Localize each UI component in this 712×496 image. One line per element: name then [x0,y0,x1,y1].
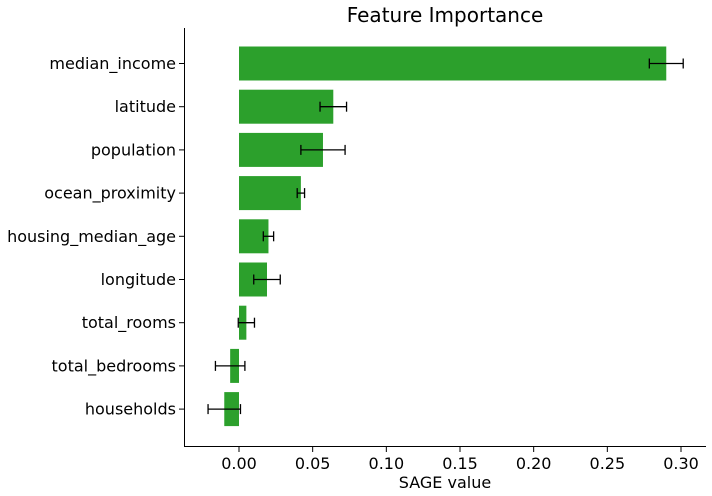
error-bars-layer [207,58,684,415]
error-bar [296,188,306,199]
y-tick-label: total_bedrooms [52,356,176,376]
x-axis-label: SAGE value [399,473,491,492]
bar [239,46,667,81]
error-bar [300,144,346,155]
y-tick-label: total_rooms [82,313,176,333]
x-tick-label: 0.30 [663,454,699,473]
error-bar [207,404,242,415]
y-tick-label: housing_median_age [7,227,176,247]
x-tick-label: 0.20 [516,454,552,473]
error-bar [262,231,275,242]
x-tick-label: 0.25 [590,454,626,473]
x-ticks: 0.00 0.05 0.10 0.15 0.20 0.25 0.30 [221,447,699,473]
y-tick-label: median_income [49,54,176,74]
error-bar [214,360,246,371]
chart-title: Feature Importance [347,3,544,27]
error-bar [319,101,348,112]
y-tick-label: population [91,140,176,159]
x-tick-label: 0.00 [221,454,257,473]
x-tick-label: 0.05 [295,454,331,473]
bar [239,176,301,211]
error-bar [253,274,281,285]
bar [239,89,334,124]
x-tick-label: 0.15 [442,454,478,473]
x-tick-label: 0.10 [369,454,405,473]
error-bar [237,317,256,328]
bars-layer [224,46,667,427]
error-bar [648,58,684,69]
y-tick-label: latitude [115,97,176,116]
y-tick-label: ocean_proximity [44,184,176,204]
y-tick-labels: median_income latitude population ocean_pro… [7,54,184,419]
y-tick-label: longitude [101,270,176,289]
y-tick-label: households [85,400,176,419]
